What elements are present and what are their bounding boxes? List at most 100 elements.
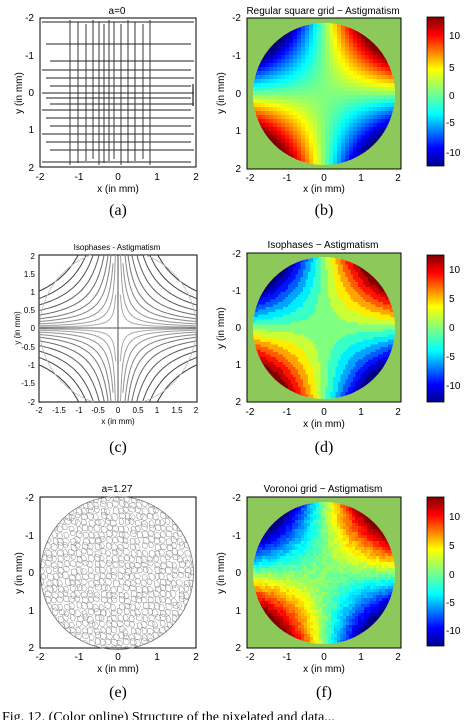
map-cell [295, 294, 299, 298]
map-cell [378, 367, 381, 370]
map-cell [329, 95, 334, 100]
map-cell [377, 59, 382, 64]
map-cell [346, 505, 350, 509]
map-cell [295, 329, 299, 333]
voronoi-cell [98, 555, 105, 562]
map-cell [295, 517, 299, 521]
map-cell [277, 119, 282, 124]
map-cell [295, 372, 299, 375]
map-cell [317, 23, 322, 28]
map-cell [365, 312, 369, 315]
map-cell [365, 299, 369, 303]
map-cell [325, 307, 329, 310]
map-cell [333, 384, 336, 388]
map-cell [309, 111, 314, 116]
map-cell [275, 329, 279, 333]
map-cell [380, 317, 384, 320]
voronoi-cell [129, 620, 136, 628]
map-cell [335, 312, 339, 315]
map-cell [315, 302, 319, 305]
map-cell [333, 334, 336, 338]
map-cell [333, 259, 336, 263]
isophase-curve [124, 255, 197, 323]
map-cell [341, 135, 346, 140]
map-cell [315, 379, 319, 383]
map-cell [278, 367, 281, 370]
map-cell [393, 91, 395, 96]
map-cell [290, 267, 294, 270]
map-cell [333, 127, 338, 132]
map-cell [318, 387, 321, 390]
map-cell [265, 307, 269, 310]
voronoi-cell [117, 614, 124, 623]
map-cell [328, 379, 331, 383]
map-cell [353, 362, 356, 365]
map-cell [358, 299, 361, 303]
map-cell [305, 337, 309, 340]
voronoi-cell [82, 531, 90, 539]
map-cell [333, 279, 336, 283]
map-cell [280, 307, 284, 310]
map-cell [345, 347, 349, 350]
map-cell [320, 352, 324, 355]
map-cell [301, 135, 306, 140]
map-cell [365, 309, 369, 313]
map-cell [334, 502, 338, 506]
map-cell [328, 362, 331, 365]
map-cell [321, 51, 326, 56]
map-cell [293, 297, 296, 300]
map-cell [328, 317, 331, 320]
map-cell [313, 357, 316, 360]
map-cell [313, 47, 318, 52]
map-cell [321, 131, 326, 136]
panel-a-yticks: -2 -1 0 1 2 [25, 13, 34, 174]
map-cell [265, 83, 270, 88]
map-cell [300, 332, 304, 335]
map-cell [352, 508, 356, 512]
map-cell [280, 372, 284, 375]
map-cell [376, 532, 380, 536]
voronoi-cell [105, 518, 112, 525]
map-cell [330, 382, 334, 385]
map-cell [319, 511, 323, 515]
voronoi-cell [87, 615, 95, 624]
map-cell [298, 304, 301, 308]
map-cell [273, 47, 278, 52]
map-cell [375, 302, 379, 305]
map-cell [335, 272, 339, 275]
voronoi-cell [64, 560, 71, 568]
map-cell [358, 327, 361, 330]
map-cell [260, 354, 264, 358]
map-cell [269, 71, 274, 76]
map-cell [369, 47, 374, 52]
map-cell [288, 342, 291, 345]
map-cell [341, 83, 346, 88]
map-cell [281, 47, 286, 52]
map-cell [265, 127, 270, 132]
map-cell [293, 127, 298, 132]
map-cell [365, 379, 369, 383]
map-cell [309, 23, 314, 28]
map-cell [358, 292, 361, 295]
map-cell [275, 282, 279, 285]
map-cell [316, 514, 320, 518]
map-cell [277, 51, 282, 56]
map-cell [365, 277, 369, 280]
map-cell [283, 369, 286, 373]
map-cell [348, 352, 351, 355]
map-cell [368, 369, 371, 373]
map-cell [298, 347, 301, 350]
map-cell [335, 262, 339, 265]
map-cell [283, 344, 286, 348]
voronoi-cell [40, 567, 45, 575]
voronoi-cell [75, 549, 83, 558]
map-cell [309, 35, 314, 40]
map-cell [385, 87, 390, 92]
map-cell [313, 397, 316, 399]
voronoi-cell [99, 638, 106, 647]
map-cell [300, 292, 304, 295]
map-cell [265, 123, 270, 128]
map-cell [310, 517, 314, 521]
map-cell [348, 364, 351, 368]
voronoi-cell [110, 586, 118, 595]
